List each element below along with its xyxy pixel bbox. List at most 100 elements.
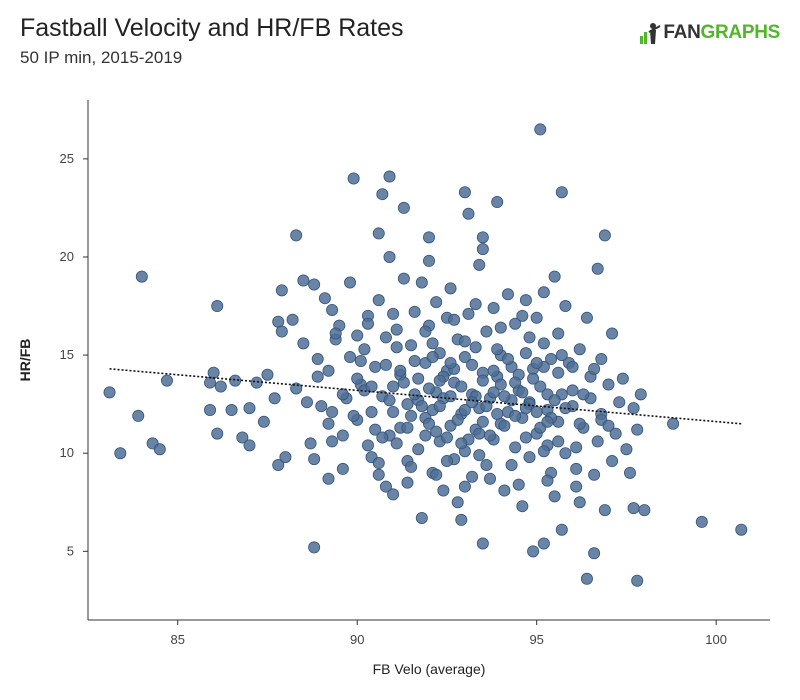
chart-subtitle: 50 IP min, 2015-2019 [20, 48, 183, 67]
data-point [487, 364, 500, 377]
data-point [606, 455, 619, 468]
data-point [415, 400, 428, 413]
data-point [326, 435, 339, 448]
data-point [476, 243, 489, 256]
data-point [537, 445, 550, 458]
data-point [469, 341, 482, 354]
data-point [480, 458, 493, 471]
data-point [322, 472, 335, 485]
data-point [627, 402, 640, 415]
data-point [405, 339, 418, 352]
data-point [577, 388, 590, 401]
data-point [498, 390, 511, 403]
data-point [308, 278, 321, 291]
data-point [394, 364, 407, 377]
data-point [559, 300, 572, 313]
data-point [466, 358, 479, 371]
data-point [545, 353, 558, 366]
data-point [552, 327, 565, 340]
data-point [401, 398, 414, 411]
data-point [695, 515, 708, 528]
data-point [566, 384, 579, 397]
data-point [444, 282, 457, 295]
data-point [548, 394, 561, 407]
data-point [523, 331, 536, 344]
data-point [484, 429, 497, 442]
data-point [451, 413, 464, 426]
data-point [243, 439, 256, 452]
data-point [631, 574, 644, 587]
data-point [401, 476, 414, 489]
data-point [440, 431, 453, 444]
data-point [537, 337, 550, 350]
data-point [527, 372, 540, 385]
data-point [555, 523, 568, 536]
data-point [135, 270, 148, 283]
data-point [372, 294, 385, 307]
data-point [537, 286, 550, 299]
data-point [634, 388, 647, 401]
data-point [430, 296, 443, 309]
data-point [243, 402, 256, 415]
data-point [541, 474, 554, 487]
y-tick-label: 10 [60, 445, 74, 460]
logo-wordmark-graphs: GRAPHS [700, 22, 781, 43]
data-point [322, 364, 335, 377]
data-point [437, 484, 450, 497]
data-point [225, 404, 238, 417]
data-point [519, 294, 532, 307]
data-point [509, 317, 522, 330]
data-point [530, 356, 543, 369]
data-point [304, 437, 317, 450]
data-point [462, 207, 475, 220]
data-point [419, 325, 432, 338]
data-point [494, 321, 507, 334]
data-point [458, 351, 471, 364]
data-point [376, 431, 389, 444]
y-tick-label: 5 [67, 543, 74, 558]
data-point [211, 300, 224, 313]
data-point [361, 439, 374, 452]
data-point [322, 417, 335, 430]
data-point [519, 431, 532, 444]
data-point [308, 541, 321, 554]
data-point [204, 404, 217, 417]
data-point [433, 400, 446, 413]
data-point [390, 341, 403, 354]
data-point [598, 504, 611, 517]
data-point [448, 313, 461, 326]
data-point [214, 380, 227, 393]
data-point [351, 329, 364, 342]
data-point [272, 458, 285, 471]
data-point [487, 301, 500, 314]
data-point [552, 366, 565, 379]
x-tick-label: 85 [171, 632, 185, 647]
data-point [469, 298, 482, 311]
data-point [501, 288, 514, 301]
data-point [473, 427, 486, 440]
data-point [372, 468, 385, 481]
data-point [541, 415, 554, 428]
data-point [516, 500, 529, 513]
data-point [257, 415, 270, 428]
x-tick-label: 100 [705, 632, 727, 647]
data-point [365, 380, 378, 393]
data-point [530, 311, 543, 324]
data-point [387, 307, 400, 320]
data-point [336, 429, 349, 442]
data-point [509, 376, 522, 389]
data-point [405, 409, 418, 422]
data-point [347, 409, 360, 422]
data-point [552, 435, 565, 448]
logo-wordmark: FANGRAPHS [663, 22, 780, 44]
data-point [591, 435, 604, 448]
data-point [132, 409, 145, 422]
fangraphs-logo: FANGRAPHS [639, 20, 780, 46]
data-point [379, 331, 392, 344]
data-point [430, 468, 443, 481]
data-point [397, 272, 410, 285]
data-point [458, 335, 471, 348]
data-point [326, 405, 339, 418]
data-point [361, 317, 374, 330]
trendline-group [109, 368, 742, 425]
